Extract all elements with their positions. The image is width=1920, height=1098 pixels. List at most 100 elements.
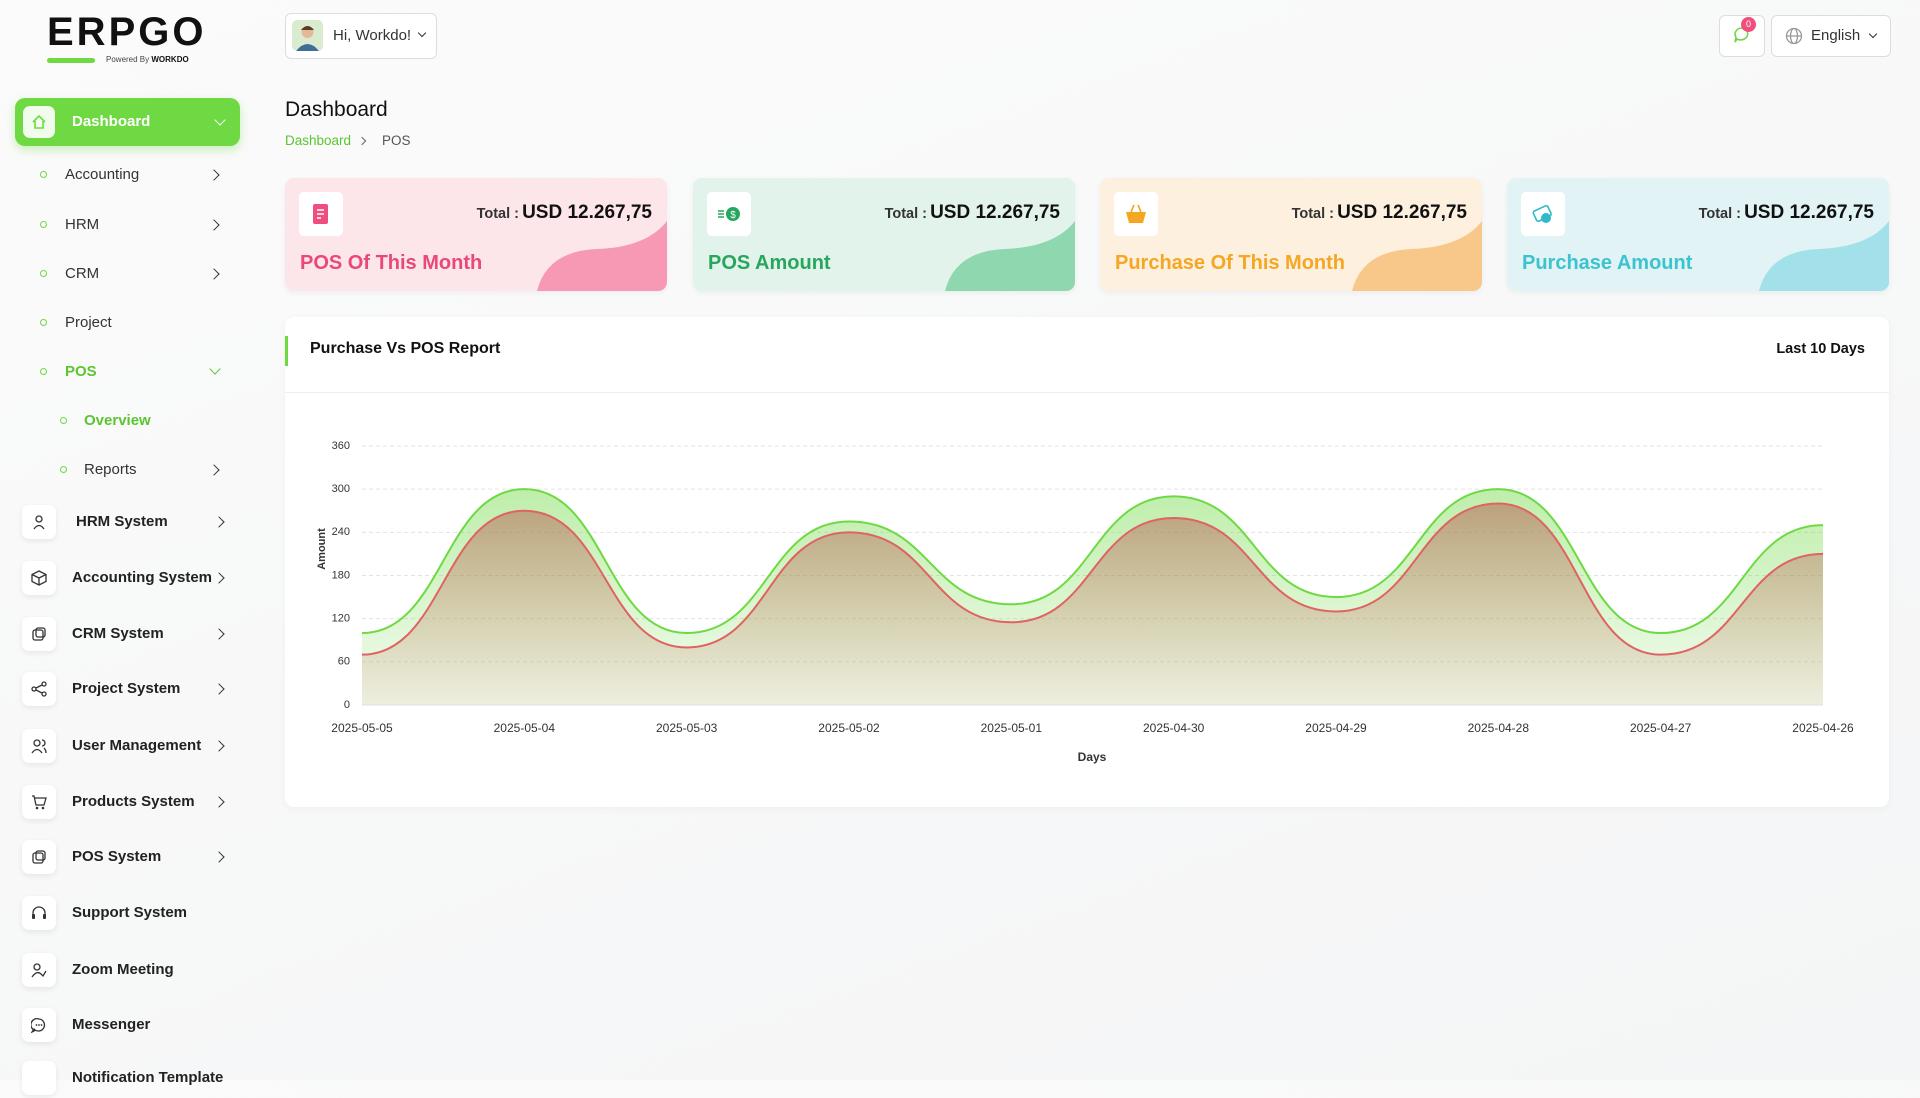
- nav-item[interactable]: HRM: [0, 207, 240, 243]
- divider: [285, 392, 1889, 393]
- nav-icon: [22, 1008, 56, 1042]
- card-title: POS Of This Month: [300, 252, 483, 274]
- bullet: [40, 270, 47, 277]
- nav-icon: [22, 505, 56, 539]
- circle: [35, 1024, 38, 1026]
- nav-item[interactable]: Zoom Meeting: [0, 950, 240, 990]
- circle: [35, 806, 39, 810]
- panel-accent: [285, 336, 288, 366]
- path: [35, 684, 43, 694]
- period-filter[interactable]: Last 10 Days: [1776, 341, 1865, 357]
- home-icon: [32, 114, 46, 129]
- nav-item[interactable]: Support System: [0, 893, 240, 933]
- icon: [31, 963, 47, 978]
- x-tick-label: 2025-05-02: [818, 721, 880, 735]
- user-menu[interactable]: Hi, Workdo!: [285, 13, 437, 59]
- nav-item[interactable]: Reports: [0, 452, 240, 488]
- path: [31, 739, 47, 754]
- language-label: English: [1811, 27, 1861, 44]
- nav-item[interactable]: Products System: [0, 782, 240, 822]
- card-icon: $: [707, 192, 751, 236]
- nav-label: POS: [65, 363, 97, 380]
- circle: [38, 1024, 40, 1026]
- card-amount: USD 12.267,75: [930, 202, 1060, 223]
- circle: [31, 686, 37, 692]
- y-tick-label: 180: [332, 569, 350, 581]
- nav-label: Accounting: [65, 166, 140, 183]
- nav-item[interactable]: CRM System: [0, 614, 240, 654]
- bullet: [60, 417, 67, 424]
- circle: [35, 515, 43, 523]
- nav-item[interactable]: Accounting System: [0, 558, 240, 598]
- nav-label: Project: [65, 314, 112, 331]
- language-select[interactable]: English: [1771, 15, 1891, 57]
- nav-label: CRM System: [72, 625, 164, 642]
- path: [317, 209, 324, 219]
- breadcrumb-current: POS: [382, 133, 411, 148]
- nav-icon: [22, 953, 56, 987]
- x-tick-label: 2025-05-05: [331, 721, 393, 735]
- path: [537, 221, 667, 291]
- y-tick-label: 360: [332, 440, 350, 452]
- rect: [35, 850, 46, 861]
- chart-title: Purchase Vs POS Report: [310, 340, 501, 357]
- nav-item[interactable]: Accounting: [0, 157, 240, 193]
- icon: [31, 739, 47, 754]
- card-title: Purchase Amount: [1522, 252, 1693, 274]
- bullet: [40, 319, 47, 326]
- path: [718, 210, 724, 218]
- icon: [313, 204, 328, 224]
- path: [296, 44, 319, 51]
- nav-item-active[interactable]: Dashboard: [15, 98, 240, 146]
- nav-icon: [22, 617, 56, 651]
- path: [1352, 221, 1482, 291]
- nav-label: User Management: [72, 737, 202, 754]
- text: $: [730, 210, 736, 221]
- nav-item[interactable]: Project: [0, 305, 240, 341]
- greeting: Hi, Workdo!: [333, 27, 412, 44]
- card-label: Total :: [476, 206, 519, 222]
- card-wave: [537, 221, 667, 291]
- x-tick-label: 2025-04-30: [1143, 721, 1205, 735]
- card-wave: [945, 221, 1075, 291]
- nav-label: Products System: [72, 793, 195, 810]
- card-amount: USD 12.267,75: [1744, 202, 1874, 223]
- nav-label: CRM: [65, 265, 100, 282]
- nav-item[interactable]: CRM: [0, 256, 240, 292]
- y-tick-label: 240: [332, 526, 350, 538]
- path: [33, 524, 45, 530]
- path: [31, 1018, 46, 1033]
- circle: [1541, 213, 1551, 223]
- bullet: [40, 368, 47, 375]
- x-tick-label: 2025-05-03: [656, 721, 718, 735]
- nav-icon: [22, 561, 56, 595]
- y-tick-label: 300: [332, 483, 350, 495]
- icon: [31, 681, 47, 697]
- y-axis-title: Amount: [316, 528, 328, 570]
- icon: $: [718, 207, 740, 221]
- nav-item[interactable]: HRM System: [0, 502, 240, 542]
- nav-item[interactable]: POS: [0, 354, 240, 390]
- icon: [31, 1018, 46, 1033]
- icon: [32, 906, 46, 919]
- logo[interactable]: ERPGO: [47, 10, 207, 54]
- breadcrumb-link[interactable]: Dashboard: [285, 133, 352, 148]
- x-tick-label: 2025-04-29: [1305, 721, 1367, 735]
- nav-icon: [23, 106, 55, 138]
- card-label: Total :: [1698, 206, 1741, 222]
- nav-item[interactable]: Messenger: [0, 1005, 240, 1045]
- globe-icon: [1785, 27, 1803, 45]
- rect: [32, 852, 44, 864]
- nav-item[interactable]: User Management: [0, 726, 240, 766]
- nav-item[interactable]: Overview: [0, 403, 240, 439]
- nav-label: Project System: [72, 680, 181, 697]
- path: [1126, 212, 1146, 223]
- series-line: [361, 488, 1824, 635]
- nav-item[interactable]: Project System: [0, 669, 240, 709]
- nav-item[interactable]: POS System: [0, 837, 240, 877]
- icon: [32, 627, 46, 641]
- x-tick-label: 2025-05-01: [981, 721, 1043, 735]
- y-tick-label: 0: [344, 699, 350, 711]
